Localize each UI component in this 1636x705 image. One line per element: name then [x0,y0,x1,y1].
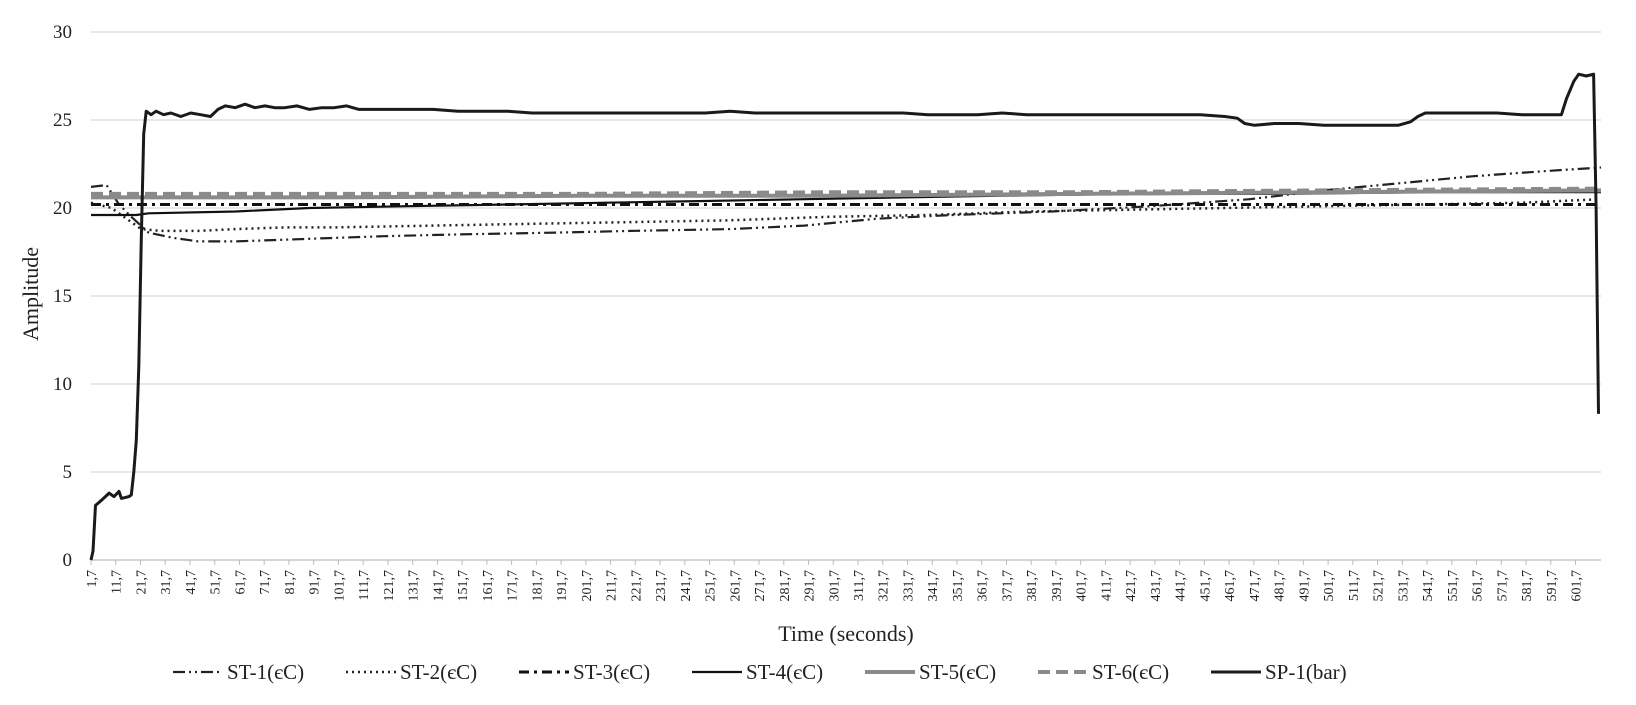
series-line-6 [91,186,1602,196]
x-tick-label: 561,7 [1471,570,1486,602]
x-tick-label: 361,7 [976,570,991,602]
x-tick-label: 111,7 [357,570,372,600]
x-tick-label: 281,7 [778,570,793,602]
x-tick-label: 171,7 [506,570,521,602]
x-tick-label: 421,7 [1124,570,1139,602]
x-tick-label: 571,7 [1495,570,1510,602]
x-tick-label: 301,7 [827,570,842,602]
x-tick-label: 441,7 [1174,570,1189,602]
x-tick-label: 211,7 [605,570,620,601]
x-tick-label: 291,7 [803,570,818,602]
x-tick-label: 381,7 [1025,570,1040,602]
x-tick-label: 491,7 [1297,570,1312,602]
legend-label-1: ST-1(єC) [227,660,304,684]
legend-label-2: ST-2(єC) [400,660,477,684]
x-tick-label: 471,7 [1248,570,1263,602]
x-tick-label: 341,7 [926,570,941,602]
x-tick-label: 481,7 [1273,570,1288,602]
y-axis-ticks: 0 5 10 15 20 25 30 [53,22,72,571]
legend-label-5: ST-5(єC) [919,660,996,684]
x-tick-label: 41,7 [184,570,199,595]
legend-label-4: ST-4(єC) [746,660,823,684]
x-tick-label: 311,7 [852,570,867,601]
x-tick-label: 191,7 [555,570,570,602]
y-tick-label: 30 [53,22,72,43]
x-tick-label: 131,7 [407,570,422,602]
series-line-7 [89,72,1600,561]
series-lines [89,72,1602,561]
gridlines [91,31,1601,561]
x-tick-label: 81,7 [283,570,298,595]
x-tick-label: 121,7 [382,570,397,602]
x-tick-label: 531,7 [1396,570,1411,602]
x-tick-label: 21,7 [134,570,149,595]
x-tick-label: 321,7 [877,570,892,602]
x-tick-label: 541,7 [1421,570,1436,602]
x-tick-label: 401,7 [1075,570,1090,602]
x-tick-label: 231,7 [654,570,669,602]
x-tick-label: 451,7 [1198,570,1213,602]
legend-label-7: SP-1(bar) [1265,660,1347,684]
y-tick-label: 5 [63,462,73,483]
x-axis-title: Time (seconds) [778,621,913,646]
x-tick-label: 151,7 [456,570,471,602]
x-tick-label: 61,7 [233,570,248,595]
x-tick-label: 241,7 [679,570,694,602]
legend-label-3: ST-3(єC) [573,660,650,684]
x-axis-ticks: 1,7 11,7 21,7 31,7 41,7 51,7 61,7 71,7 81,7 91,7 1… [85,560,1585,602]
x-tick-label: 51,7 [209,570,224,595]
x-tick-label: 371,7 [1000,570,1015,602]
x-tick-label: 521,7 [1372,570,1387,602]
x-tick-label: 31,7 [159,570,174,595]
y-tick-label: 10 [53,374,72,395]
x-tick-label: 251,7 [704,570,719,602]
x-tick-label: 71,7 [258,570,273,595]
y-tick-label: 0 [63,550,73,571]
series-line-2 [90,197,1602,233]
x-tick-label: 581,7 [1520,570,1535,602]
y-axis-title: Amplitude [18,247,43,341]
x-tick-label: 501,7 [1322,570,1337,602]
legend: ST-1(єC) ST-2(єC) ST-3(єC) ST-4(єC) ST-5(єC)… [173,660,1347,684]
x-tick-label: 431,7 [1149,570,1164,602]
x-tick-label: 181,7 [530,570,545,602]
x-tick-label: 391,7 [1050,570,1065,602]
x-tick-label: 261,7 [728,570,743,602]
legend-label-6: ST-6(єC) [1092,660,1169,684]
x-tick-label: 141,7 [431,570,446,602]
x-tick-label: 161,7 [481,570,496,602]
x-tick-label: 11,7 [110,570,125,594]
x-tick-label: 271,7 [753,570,768,602]
x-tick-label: 101,7 [332,570,347,602]
x-tick-label: 591,7 [1545,570,1560,602]
y-tick-label: 15 [53,286,72,307]
x-tick-label: 221,7 [629,570,644,602]
x-tick-label: 601,7 [1570,570,1585,602]
x-tick-label: 411,7 [1099,570,1114,601]
x-tick-label: 331,7 [901,570,916,602]
x-tick-label: 351,7 [951,570,966,602]
x-tick-label: 511,7 [1347,570,1362,601]
x-tick-label: 1,7 [85,570,100,588]
x-tick-label: 551,7 [1446,570,1461,602]
y-tick-label: 25 [53,110,72,131]
x-tick-label: 201,7 [580,570,595,602]
x-tick-label: 461,7 [1223,570,1238,602]
x-tick-label: 91,7 [308,570,323,595]
y-tick-label: 20 [53,198,72,219]
